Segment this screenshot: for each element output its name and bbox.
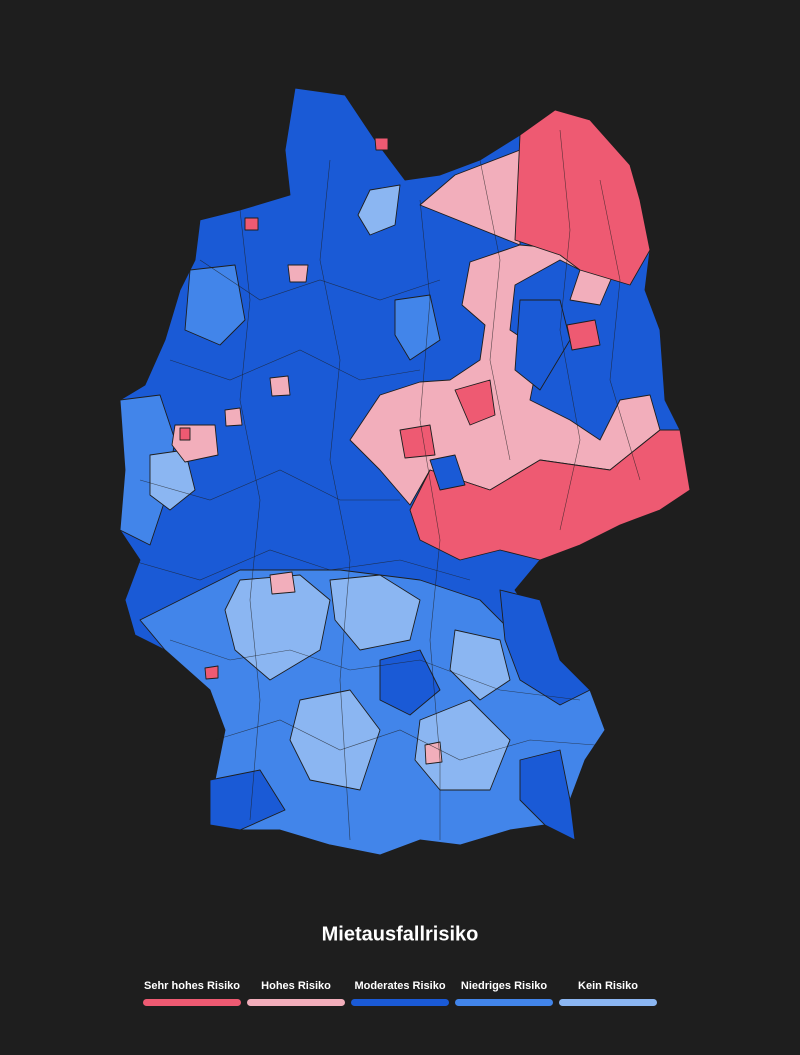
district-border xyxy=(319,159,351,841)
region xyxy=(429,454,466,491)
district-border xyxy=(479,159,511,461)
region xyxy=(119,394,176,546)
district-border xyxy=(559,129,581,531)
legend-swatch xyxy=(143,999,241,1006)
region xyxy=(184,264,246,346)
region xyxy=(566,319,601,351)
region xyxy=(514,299,571,391)
region xyxy=(424,741,443,765)
region xyxy=(289,689,381,791)
legend-label: Moderates Risiko xyxy=(354,980,445,992)
district-border xyxy=(239,209,261,821)
region xyxy=(394,294,441,361)
district-border xyxy=(199,259,441,301)
legend-swatch xyxy=(455,999,553,1006)
district-border xyxy=(214,719,596,761)
region xyxy=(204,665,219,680)
region xyxy=(399,424,436,459)
region xyxy=(379,649,441,716)
district-border xyxy=(139,469,400,501)
legend-swatch xyxy=(247,999,345,1006)
region xyxy=(357,184,401,236)
region xyxy=(449,629,511,701)
map xyxy=(119,87,691,856)
legend-swatch xyxy=(559,999,657,1006)
region xyxy=(269,571,296,595)
region xyxy=(514,109,651,286)
region xyxy=(224,407,243,427)
legend: Sehr hohes Risiko Hohes Risiko Moderates R… xyxy=(143,980,657,1006)
district-border xyxy=(169,639,581,701)
region xyxy=(414,699,511,791)
legend-label: Kein Risiko xyxy=(578,980,638,992)
legend-swatch xyxy=(351,999,449,1006)
region xyxy=(519,749,576,841)
legend-label: Niedriges Risiko xyxy=(461,980,547,992)
region xyxy=(329,574,421,651)
region xyxy=(409,429,691,561)
region xyxy=(244,217,259,231)
legend-title: Mietausfallrisiko xyxy=(322,923,479,945)
district-border xyxy=(169,349,421,381)
region xyxy=(454,379,496,426)
district-border xyxy=(599,179,641,481)
region xyxy=(269,375,291,397)
region xyxy=(374,137,389,151)
region xyxy=(287,264,309,283)
region xyxy=(209,769,286,831)
legend-label: Sehr hohes Risiko xyxy=(144,980,240,992)
district-border xyxy=(129,549,471,581)
region xyxy=(499,589,591,706)
region xyxy=(224,574,331,681)
legend-label: Hohes Risiko xyxy=(261,980,331,992)
region xyxy=(179,427,191,441)
district-border xyxy=(419,199,441,840)
